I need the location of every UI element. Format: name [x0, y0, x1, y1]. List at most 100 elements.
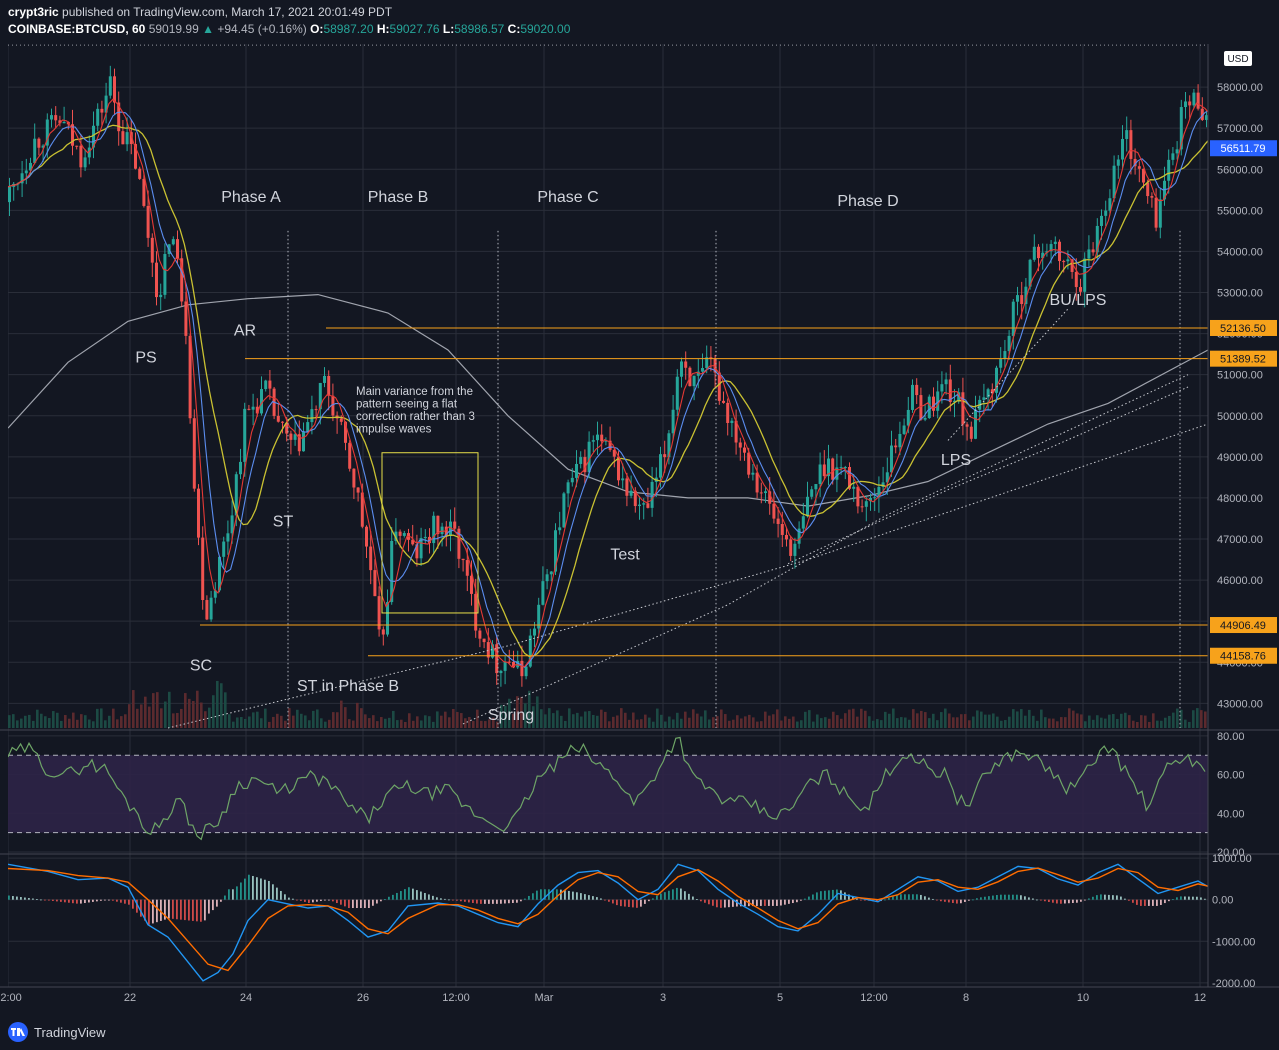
candle-body — [995, 367, 998, 393]
macd-histogram-bar — [780, 899, 782, 906]
candle-body — [276, 415, 280, 422]
volume-bar — [1204, 711, 1207, 728]
candle-body — [986, 389, 990, 398]
macd-axis-tick: 1000.00 — [1212, 853, 1252, 865]
volume-bar — [724, 714, 727, 728]
macd-histogram-bar — [360, 899, 362, 909]
volume-bar — [240, 716, 243, 728]
candle — [524, 665, 528, 680]
volume-bar — [52, 711, 55, 728]
candle — [159, 283, 163, 311]
macd-histogram-bar — [488, 899, 490, 904]
macd-histogram-bar — [36, 899, 38, 900]
candle — [877, 476, 881, 513]
price-axis-tick: 55000.00 — [1217, 205, 1263, 217]
candle-body — [583, 457, 587, 473]
macd-histogram-bar — [388, 896, 390, 900]
volume-bar — [624, 712, 627, 728]
candle-body — [533, 628, 536, 636]
volume-bar — [484, 721, 487, 728]
level-price-label: 44906.49 — [1220, 620, 1266, 632]
volume-bar — [1012, 709, 1015, 728]
volume-bar — [184, 693, 187, 728]
macd-histogram-bar — [140, 899, 142, 917]
volume-bar — [1020, 709, 1023, 728]
candle — [440, 522, 444, 547]
author-name[interactable]: crypt3ric — [8, 5, 59, 19]
macd-histogram-bar — [568, 890, 570, 900]
candle — [927, 394, 931, 419]
candle-body — [780, 523, 784, 535]
volume-bar — [44, 716, 47, 728]
volume-bar — [768, 715, 771, 728]
candle — [1158, 188, 1162, 239]
macd-histogram-bar — [704, 899, 706, 903]
macd-histogram-bar — [112, 899, 114, 901]
candle — [41, 144, 45, 162]
candle — [545, 569, 549, 590]
candle — [113, 68, 116, 115]
macd-histogram-bar — [700, 899, 702, 902]
candle — [33, 123, 37, 165]
macd-histogram-bar — [916, 894, 918, 900]
tradingview-logo-icon[interactable] — [8, 1022, 28, 1042]
volume-bar — [1028, 709, 1031, 728]
macd-histogram-bar — [680, 888, 682, 900]
candle-body — [360, 492, 364, 527]
volume-bar — [884, 711, 887, 728]
macd-histogram-bar — [792, 899, 794, 904]
candle-body — [856, 486, 860, 507]
candle-body — [457, 528, 461, 559]
candle-body — [314, 409, 318, 411]
macd-histogram-bar — [1040, 899, 1042, 901]
candle — [747, 447, 751, 479]
macd-histogram-bar — [772, 899, 774, 906]
volume-bar — [1132, 720, 1135, 728]
macd-histogram-bar — [404, 889, 406, 900]
volume-bar — [620, 708, 623, 728]
candle-body — [944, 379, 948, 385]
phase-label: Phase B — [368, 189, 428, 206]
candle — [1192, 89, 1196, 109]
volume-bar — [1096, 715, 1099, 728]
candle — [1100, 209, 1103, 240]
candle-body — [1192, 92, 1196, 106]
macd-histogram-bar — [208, 899, 210, 914]
macd-histogram-bar — [1136, 899, 1138, 905]
candle — [995, 365, 998, 403]
candle — [558, 511, 562, 535]
candle-body — [138, 168, 142, 179]
candle — [1079, 278, 1082, 296]
macd-histogram-bar — [776, 899, 778, 906]
candle-body — [440, 526, 444, 535]
candle-body — [377, 596, 381, 630]
candle — [801, 502, 805, 533]
volume-bar — [904, 717, 907, 728]
volume-bar — [532, 706, 535, 728]
macd-histogram-bar — [452, 899, 454, 901]
macd-histogram-bar — [312, 899, 314, 903]
symbol-label[interactable]: COINBASE:BTCUSD, 60 — [8, 22, 146, 36]
candle — [377, 586, 381, 637]
macd-histogram-bar — [1044, 899, 1046, 902]
currency-badge — [1224, 51, 1252, 66]
macd-histogram-bar — [684, 891, 686, 900]
macd-histogram-bar — [888, 898, 890, 900]
candle — [45, 113, 49, 158]
candle — [239, 448, 242, 480]
volume-bar — [648, 717, 651, 728]
macd-histogram-bar — [176, 899, 178, 920]
macd-histogram-bar — [572, 891, 574, 900]
level-price-tag — [1210, 319, 1277, 336]
volume-bar — [500, 704, 503, 728]
tradingview-brand[interactable]: TradingView — [34, 1024, 106, 1040]
price-axis-tick: 56000.00 — [1217, 164, 1263, 176]
candle-body — [226, 533, 230, 542]
candle — [591, 435, 595, 452]
volume-bar — [964, 714, 967, 728]
level-price-tag — [1210, 647, 1277, 664]
macd-histogram-bar — [484, 899, 486, 904]
candle-body — [356, 487, 360, 493]
candle-body — [327, 375, 331, 396]
